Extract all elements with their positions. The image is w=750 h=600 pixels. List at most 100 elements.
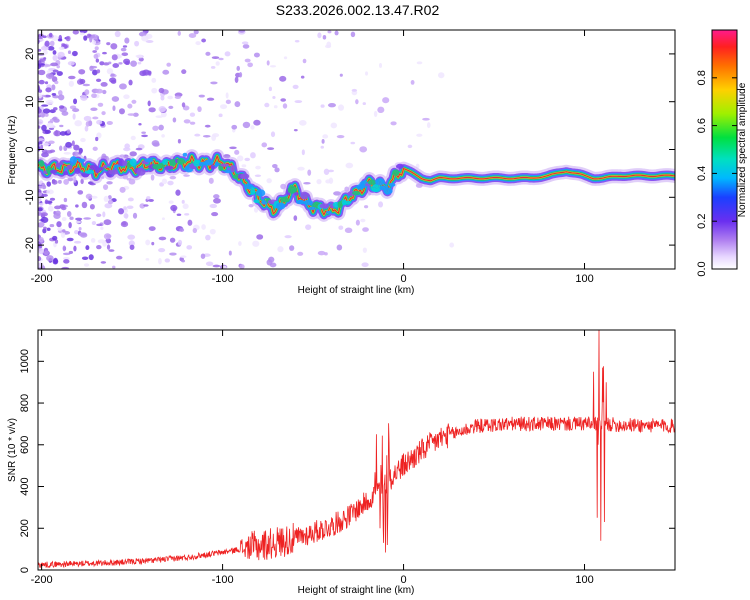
spectrogram-noise-blob: [327, 169, 335, 173]
spectrogram-track-layer: [38, 149, 675, 222]
spectrogram-noise-blob: [161, 217, 165, 221]
spectrogram-noise-blob: [54, 205, 62, 210]
spectrogram-noise-blob: [327, 102, 336, 108]
spectrogram-noise-blob: [124, 37, 130, 44]
spectrogram-noise-blob: [150, 174, 155, 181]
spectrogram-noise-blob: [250, 125, 255, 130]
spectrogram-xlabel: Height of straight line (km): [298, 285, 415, 296]
spectrogram-noise-blob: [38, 125, 41, 129]
spectrogram-noise-blob: [284, 235, 292, 239]
spectrogram-noise-blob: [78, 226, 82, 231]
spectrogram-noise-blob: [38, 211, 42, 217]
spectrogram-noise-blob: [293, 128, 298, 132]
spectrogram-noise-blob: [92, 146, 98, 151]
spectrogram-ytick-label: -20: [24, 237, 36, 253]
spectrogram-noise-blob: [202, 134, 211, 138]
spectrogram-noise-blob: [272, 95, 276, 100]
spectrogram-noise-blob: [63, 197, 68, 203]
spectrogram-noise-blob: [92, 69, 98, 76]
spectrogram-ytick-label: 0: [24, 146, 36, 152]
spectrogram-noise-blob: [211, 134, 217, 141]
spectrogram-ylabel: Frequency (Hz): [7, 116, 18, 185]
spectrogram-noise-blob: [38, 141, 43, 145]
spectrogram-noise-blob: [158, 105, 167, 113]
spectrogram-noise-blob: [355, 99, 359, 105]
spectrogram-noise-blob: [38, 63, 42, 70]
spectrogram-noise-blob: [90, 107, 98, 112]
spectrogram-track-blob: [214, 161, 219, 167]
spectrogram-noise-blob: [81, 201, 88, 209]
spectrogram-noise-blob: [279, 75, 287, 82]
spectrogram-noise-blob: [167, 95, 173, 100]
spectrogram-noise-blob: [151, 77, 157, 83]
spectrogram-noise-blob: [62, 252, 71, 256]
spectrogram-track-blob: [287, 185, 298, 194]
spectrogram-track-blob: [243, 183, 254, 190]
spectrogram-noise-blob: [131, 99, 137, 104]
spectrogram-noise-blob: [158, 124, 164, 131]
spectrogram-noise-blob: [155, 115, 163, 119]
spectrogram-noise-blob: [111, 96, 120, 102]
spectrogram-track-blob: [59, 161, 64, 165]
spectrogram-noise-blob: [92, 116, 99, 120]
spectrogram-noise-blob: [238, 30, 245, 33]
spectrogram-noise-blob: [96, 213, 102, 218]
spectrogram-noise-blob: [79, 232, 88, 238]
spectrogram-noise-blob: [83, 263, 90, 267]
spectrogram-noise-blob: [365, 71, 369, 76]
spectrogram-noise-blob: [106, 244, 111, 250]
spectrogram-xtick-label: -100: [212, 273, 234, 285]
spectrogram-noise-blob: [52, 50, 57, 55]
spectrogram-noise-blob: [90, 195, 98, 199]
spectrogram-noise-blob: [53, 257, 58, 264]
spectrogram-noise-blob: [224, 51, 231, 57]
spectrogram-noise-blob: [73, 144, 80, 151]
spectrogram-noise-blob: [167, 180, 174, 186]
spectrogram-noise-blob: [177, 139, 181, 144]
colorbar-tick-label: 0.0: [696, 261, 708, 276]
spectrogram-noise-blob: [344, 227, 353, 233]
spectrogram-noise-blob: [49, 224, 55, 228]
spectrogram-noise-blob: [187, 219, 193, 226]
spectrogram-noise-blob: [103, 233, 112, 240]
spectrogram-track-blob: [38, 160, 45, 167]
spectrogram-track-blob: [113, 164, 121, 168]
spectrogram-noise-blob: [210, 81, 218, 85]
spectrogram-noise-blob: [63, 152, 71, 155]
spectrogram-noise-blob: [75, 220, 81, 224]
spectrogram-noise-blob: [79, 78, 86, 85]
spectrogram-noise-blob: [102, 211, 106, 218]
spectrogram-noise-blob: [91, 93, 97, 98]
spectrogram-noise-blob: [40, 111, 46, 118]
spectrogram-track-blob: [177, 158, 185, 165]
spectrogram-noise-blob: [201, 224, 206, 230]
spectrogram-noise-blob: [44, 129, 51, 134]
spectrogram-noise-blob: [94, 46, 99, 51]
spectrogram-noise-blob: [261, 142, 268, 148]
spectrogram-noise-blob: [52, 235, 58, 241]
spectrogram-noise-blob: [151, 87, 158, 94]
spectrogram-noise-blob: [172, 117, 177, 123]
spectrogram-noise-blob: [121, 52, 129, 57]
spectrogram-track-blob: [319, 203, 330, 209]
spectrogram-noise-blob: [81, 256, 89, 260]
spectrogram-noise-blob: [118, 108, 125, 115]
spectrogram-noise-blob: [96, 223, 103, 227]
spectrogram-noise-blob: [100, 226, 104, 230]
spectrogram-track-blob: [220, 163, 230, 167]
spectrogram-track-blob: [392, 169, 400, 177]
spectrogram-noise-blob: [62, 229, 66, 233]
spectrogram-noise-blob: [123, 94, 130, 100]
spectrogram-noise-blob: [42, 228, 47, 234]
spectrogram-noise-blob: [83, 217, 92, 220]
spectrogram-noise-blob: [158, 258, 162, 265]
spectrogram-noise-blob: [41, 124, 47, 132]
spectrogram-noise-blob: [57, 51, 65, 58]
spectrogram-track-blob: [240, 173, 250, 180]
spectrogram-noise-blob: [247, 62, 253, 68]
spectrogram-noise-blob: [102, 51, 107, 55]
spectrogram-noise-blob: [378, 201, 384, 208]
spectrogram-noise-blob: [211, 56, 220, 60]
spectrogram-noise-blob: [250, 152, 256, 159]
